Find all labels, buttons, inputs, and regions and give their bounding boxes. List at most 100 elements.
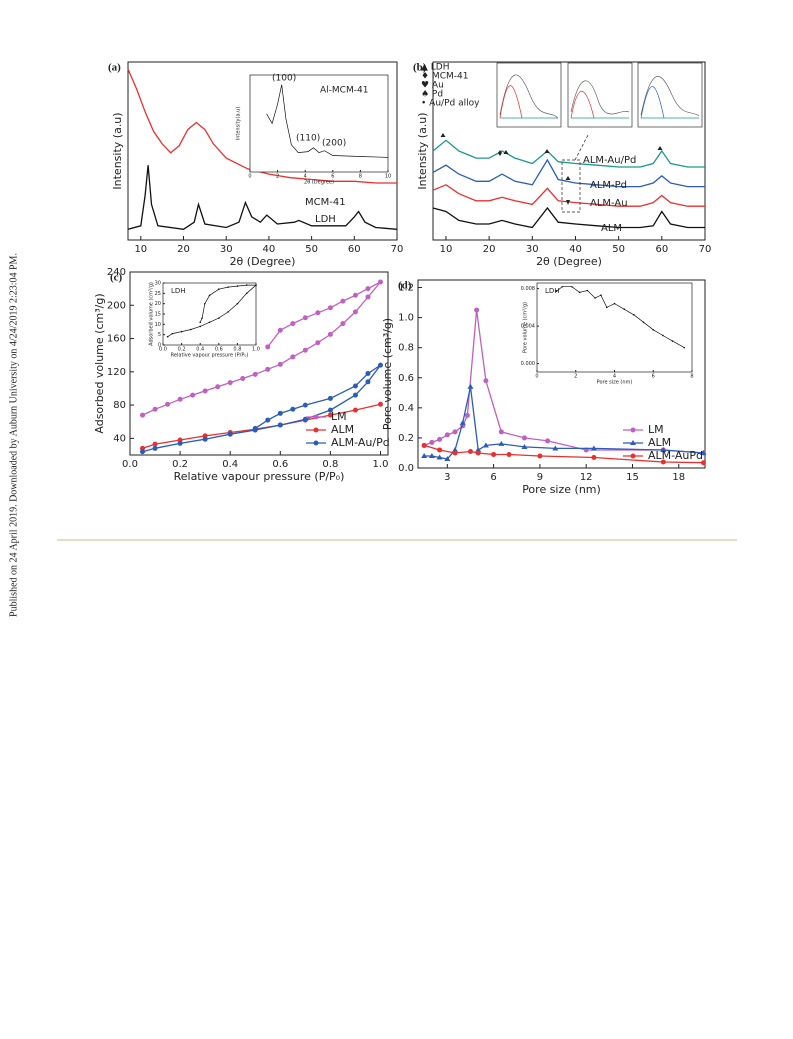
marker <box>277 327 283 333</box>
y-axis-label: Intensity (a.u) <box>416 112 429 189</box>
marker <box>552 445 559 451</box>
marker <box>586 289 589 292</box>
marker <box>428 452 435 458</box>
y-tick-label: 0.2 <box>398 433 414 444</box>
x-tick-label: 6 <box>331 174 334 180</box>
marker <box>498 429 504 435</box>
x-tick-label: 50 <box>612 244 625 255</box>
y-tick-label: 1.2 <box>398 283 414 294</box>
legend-label: ALM <box>648 436 671 449</box>
marker <box>623 308 625 311</box>
x-tick-label: 0.8 <box>322 459 338 470</box>
marker <box>578 291 581 294</box>
marker <box>352 392 358 398</box>
marker <box>365 294 371 300</box>
legend-marker <box>313 440 319 446</box>
x-tick-label: 70 <box>699 244 712 255</box>
phase-legend: ▲ LDH <box>421 63 450 73</box>
legend-label: LM <box>648 423 664 436</box>
series-label: MCM-41 <box>305 197 346 208</box>
marker <box>613 302 616 305</box>
y-axis-label: Intensity(a.u) <box>236 107 242 141</box>
marker <box>177 396 183 402</box>
x-tick-label: 6 <box>652 374 655 380</box>
marker <box>437 436 443 442</box>
marker <box>537 453 543 459</box>
marker <box>165 401 171 407</box>
inset-title: Al-MCM-41 <box>320 86 368 96</box>
x-tick-label: 9 <box>537 472 543 483</box>
inset-frame <box>162 282 257 346</box>
marker <box>315 310 321 316</box>
marker <box>437 447 443 453</box>
inset-title: LDH <box>545 287 560 295</box>
series-line <box>127 165 398 230</box>
phase-legend: ♦ MCM-41 <box>421 72 468 82</box>
legend-label: ALM <box>331 423 354 436</box>
marker <box>377 401 383 407</box>
marker <box>166 335 169 338</box>
marker <box>265 366 271 372</box>
x-tick-label: 40 <box>569 244 582 255</box>
x-tick-label: 4 <box>304 174 307 180</box>
x-tick-label: 3 <box>444 472 450 483</box>
marker <box>352 309 358 315</box>
legend-marker <box>313 427 319 433</box>
y-tick-label: 0 <box>158 343 161 349</box>
marker <box>277 422 283 428</box>
marker <box>352 407 358 413</box>
marker <box>600 294 602 296</box>
marker <box>152 406 158 412</box>
legend-label: ALM-Au/Pd <box>331 436 390 449</box>
marker <box>208 321 211 324</box>
marker <box>199 325 201 328</box>
x-tick-label: 30 <box>220 244 233 255</box>
phase-legend: • Au/Pd alloy <box>421 99 480 109</box>
marker <box>227 380 233 386</box>
annotation: (100) <box>272 74 296 84</box>
marker <box>591 454 597 460</box>
marker <box>180 330 183 333</box>
series-line <box>432 139 705 168</box>
x-tick-label: 60 <box>348 244 361 255</box>
x-tick-label: 50 <box>305 244 318 255</box>
y-axis-label: Adsorbed volume (cm³/g) <box>149 282 155 346</box>
legend-marker <box>630 440 636 445</box>
marker <box>327 395 333 401</box>
series-label: ALM-Au <box>590 198 628 209</box>
y-tick-label: 0.004 <box>521 324 535 330</box>
x-tick-label: 8 <box>359 174 362 180</box>
marker <box>152 441 158 447</box>
marker <box>240 375 246 381</box>
y-tick-label: 240 <box>107 267 126 278</box>
marker <box>290 321 296 327</box>
marker <box>227 431 233 437</box>
marker <box>327 305 333 311</box>
marker <box>327 412 333 418</box>
x-tick-label: 0.4 <box>222 459 238 470</box>
legend-label: LM <box>331 410 347 423</box>
marker <box>327 407 333 413</box>
x-tick-label: 12 <box>580 472 593 483</box>
x-tick-label: 0.0 <box>122 459 138 470</box>
marker <box>208 294 211 297</box>
marker <box>236 302 239 305</box>
y-axis-label: Pore volume (cm³/g) <box>523 302 529 353</box>
marker <box>482 442 489 448</box>
marker <box>204 302 206 305</box>
y-tick-label: 120 <box>107 367 126 378</box>
marker <box>290 406 296 412</box>
marker <box>498 440 505 446</box>
marker <box>302 315 308 321</box>
y-tick-label: 0.8 <box>398 343 414 354</box>
marker <box>252 371 258 377</box>
phase-legend: ♥ Au <box>421 81 444 91</box>
marker <box>252 425 258 431</box>
marker <box>352 292 358 298</box>
x-tick-label: 0.8 <box>233 347 241 353</box>
x-tick-label: 10 <box>134 244 147 255</box>
series-label: ALM-Pd <box>590 180 627 191</box>
x-tick-label: 0 <box>248 174 251 180</box>
marker <box>190 328 192 331</box>
marker <box>605 306 608 309</box>
